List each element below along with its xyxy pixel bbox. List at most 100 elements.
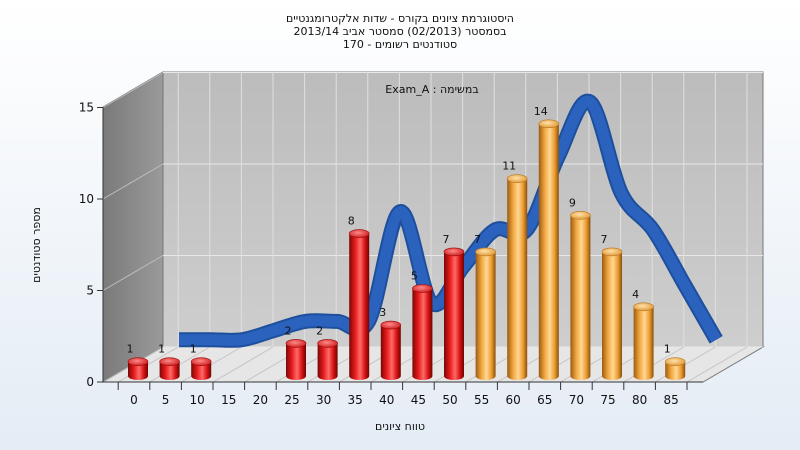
bar-55 — [475, 247, 496, 380]
grid-line-side — [102, 72, 164, 108]
x-tick-label: 0 — [130, 393, 138, 407]
bar-65 — [538, 119, 560, 381]
value-label: 2 — [316, 324, 323, 337]
x-tick-label: 40 — [379, 393, 394, 407]
bar-top — [443, 247, 465, 257]
value-label: 1 — [664, 343, 671, 356]
x-tick-label: 20 — [253, 393, 268, 407]
bar-top — [285, 339, 307, 348]
value-label: 14 — [534, 105, 548, 118]
bar-45 — [412, 284, 433, 380]
x-tick-label: 55 — [474, 393, 489, 407]
bar-body — [507, 178, 528, 380]
title-line-2: בסמסטר (02/2013) סמסטר אביב 2013/14 — [293, 25, 506, 38]
value-label: 11 — [502, 160, 516, 173]
y-tick-label: 5 — [86, 284, 94, 298]
x-tick-label: 10 — [190, 393, 205, 407]
title-line-1: היסטוגרמת ציונים בקורס - שדות אלקטרומגנט… — [286, 12, 514, 25]
value-label: 1 — [190, 343, 197, 356]
x-tick-label: 25 — [284, 393, 299, 407]
bar-body — [633, 306, 654, 380]
bar-top — [633, 302, 654, 312]
bar-70 — [570, 211, 591, 380]
x-axis-label: טווח ציונים — [375, 420, 425, 433]
bar-30 — [317, 339, 338, 380]
value-label: 3 — [379, 306, 386, 319]
y-tick-label: 15 — [79, 101, 94, 115]
x-tick-label: 50 — [442, 393, 457, 407]
grid-line-side — [102, 255, 164, 291]
value-label: 1 — [158, 343, 165, 356]
bar-75 — [601, 247, 623, 380]
bar-body — [159, 361, 180, 380]
bars-layer — [127, 119, 686, 381]
bar-top — [506, 174, 528, 183]
bar-5 — [159, 357, 180, 380]
x-tick-label: 45 — [411, 393, 426, 407]
bar-top — [190, 357, 212, 367]
x-tick-label: 75 — [600, 393, 615, 407]
bar-top — [348, 229, 370, 238]
bar-0 — [127, 357, 149, 380]
bar-top — [127, 357, 149, 367]
grid-line-side — [102, 163, 164, 200]
bar-body — [570, 215, 591, 380]
value-label: 7 — [474, 233, 481, 246]
bar-top — [664, 357, 686, 367]
bar-body — [128, 361, 148, 380]
y-tick-label: 10 — [79, 192, 94, 206]
grid-line-floor — [212, 346, 274, 383]
bar-top — [601, 247, 623, 257]
grid-line-floor — [686, 346, 748, 383]
y-tick-label: 0 — [86, 375, 94, 389]
bar-body — [380, 325, 401, 380]
bar-35 — [348, 229, 370, 380]
bar-body — [444, 251, 464, 380]
bar-top — [570, 211, 591, 220]
bar-body — [538, 123, 559, 381]
bar-body — [191, 361, 212, 380]
bar-body — [317, 343, 338, 380]
value-label: 5 — [411, 270, 418, 283]
x-tick-label: 65 — [537, 393, 552, 407]
bar-50 — [443, 247, 465, 380]
bar-body — [286, 343, 306, 380]
x-tick-label: 80 — [632, 393, 647, 407]
value-label: 8 — [348, 215, 355, 228]
bar-85 — [664, 357, 686, 380]
bar-top — [412, 284, 433, 293]
bar-body — [349, 233, 370, 380]
chart-title: היסטוגרמת ציונים בקורס - שדות אלקטרומגנט… — [286, 12, 514, 51]
x-tick-label: 70 — [569, 393, 584, 407]
bar-40 — [380, 320, 402, 380]
y-axis-label: מספר סטודנטים — [30, 207, 43, 283]
bar-top — [159, 357, 180, 367]
title-line-3: סטודנטים רשומים - 170 — [343, 38, 457, 51]
bar-top — [475, 247, 496, 257]
x-tick-label: 85 — [664, 393, 679, 407]
bar-top — [380, 320, 402, 330]
bar-top — [538, 119, 560, 129]
x-tick-label: 5 — [162, 393, 170, 407]
x-tick-label: 60 — [506, 393, 521, 407]
x-tick-label: 30 — [316, 393, 331, 407]
x-tick-label: 35 — [348, 393, 363, 407]
value-label: 7 — [443, 233, 450, 246]
bar-10 — [190, 357, 212, 380]
bar-body — [412, 288, 433, 380]
bar-25 — [285, 339, 307, 380]
value-label: 2 — [285, 324, 292, 337]
inner-exam-label: Exam_A : במשימה — [385, 83, 478, 96]
value-label: 4 — [632, 288, 639, 301]
side-wall — [102, 71, 164, 383]
bar-body — [475, 251, 496, 380]
bar-body — [602, 251, 622, 380]
bar-top — [317, 339, 338, 348]
bar-80 — [633, 302, 654, 380]
x-tick-label: 15 — [221, 393, 236, 407]
value-label: 1 — [127, 343, 134, 356]
value-label: 9 — [569, 196, 576, 209]
bar-body — [665, 361, 686, 380]
